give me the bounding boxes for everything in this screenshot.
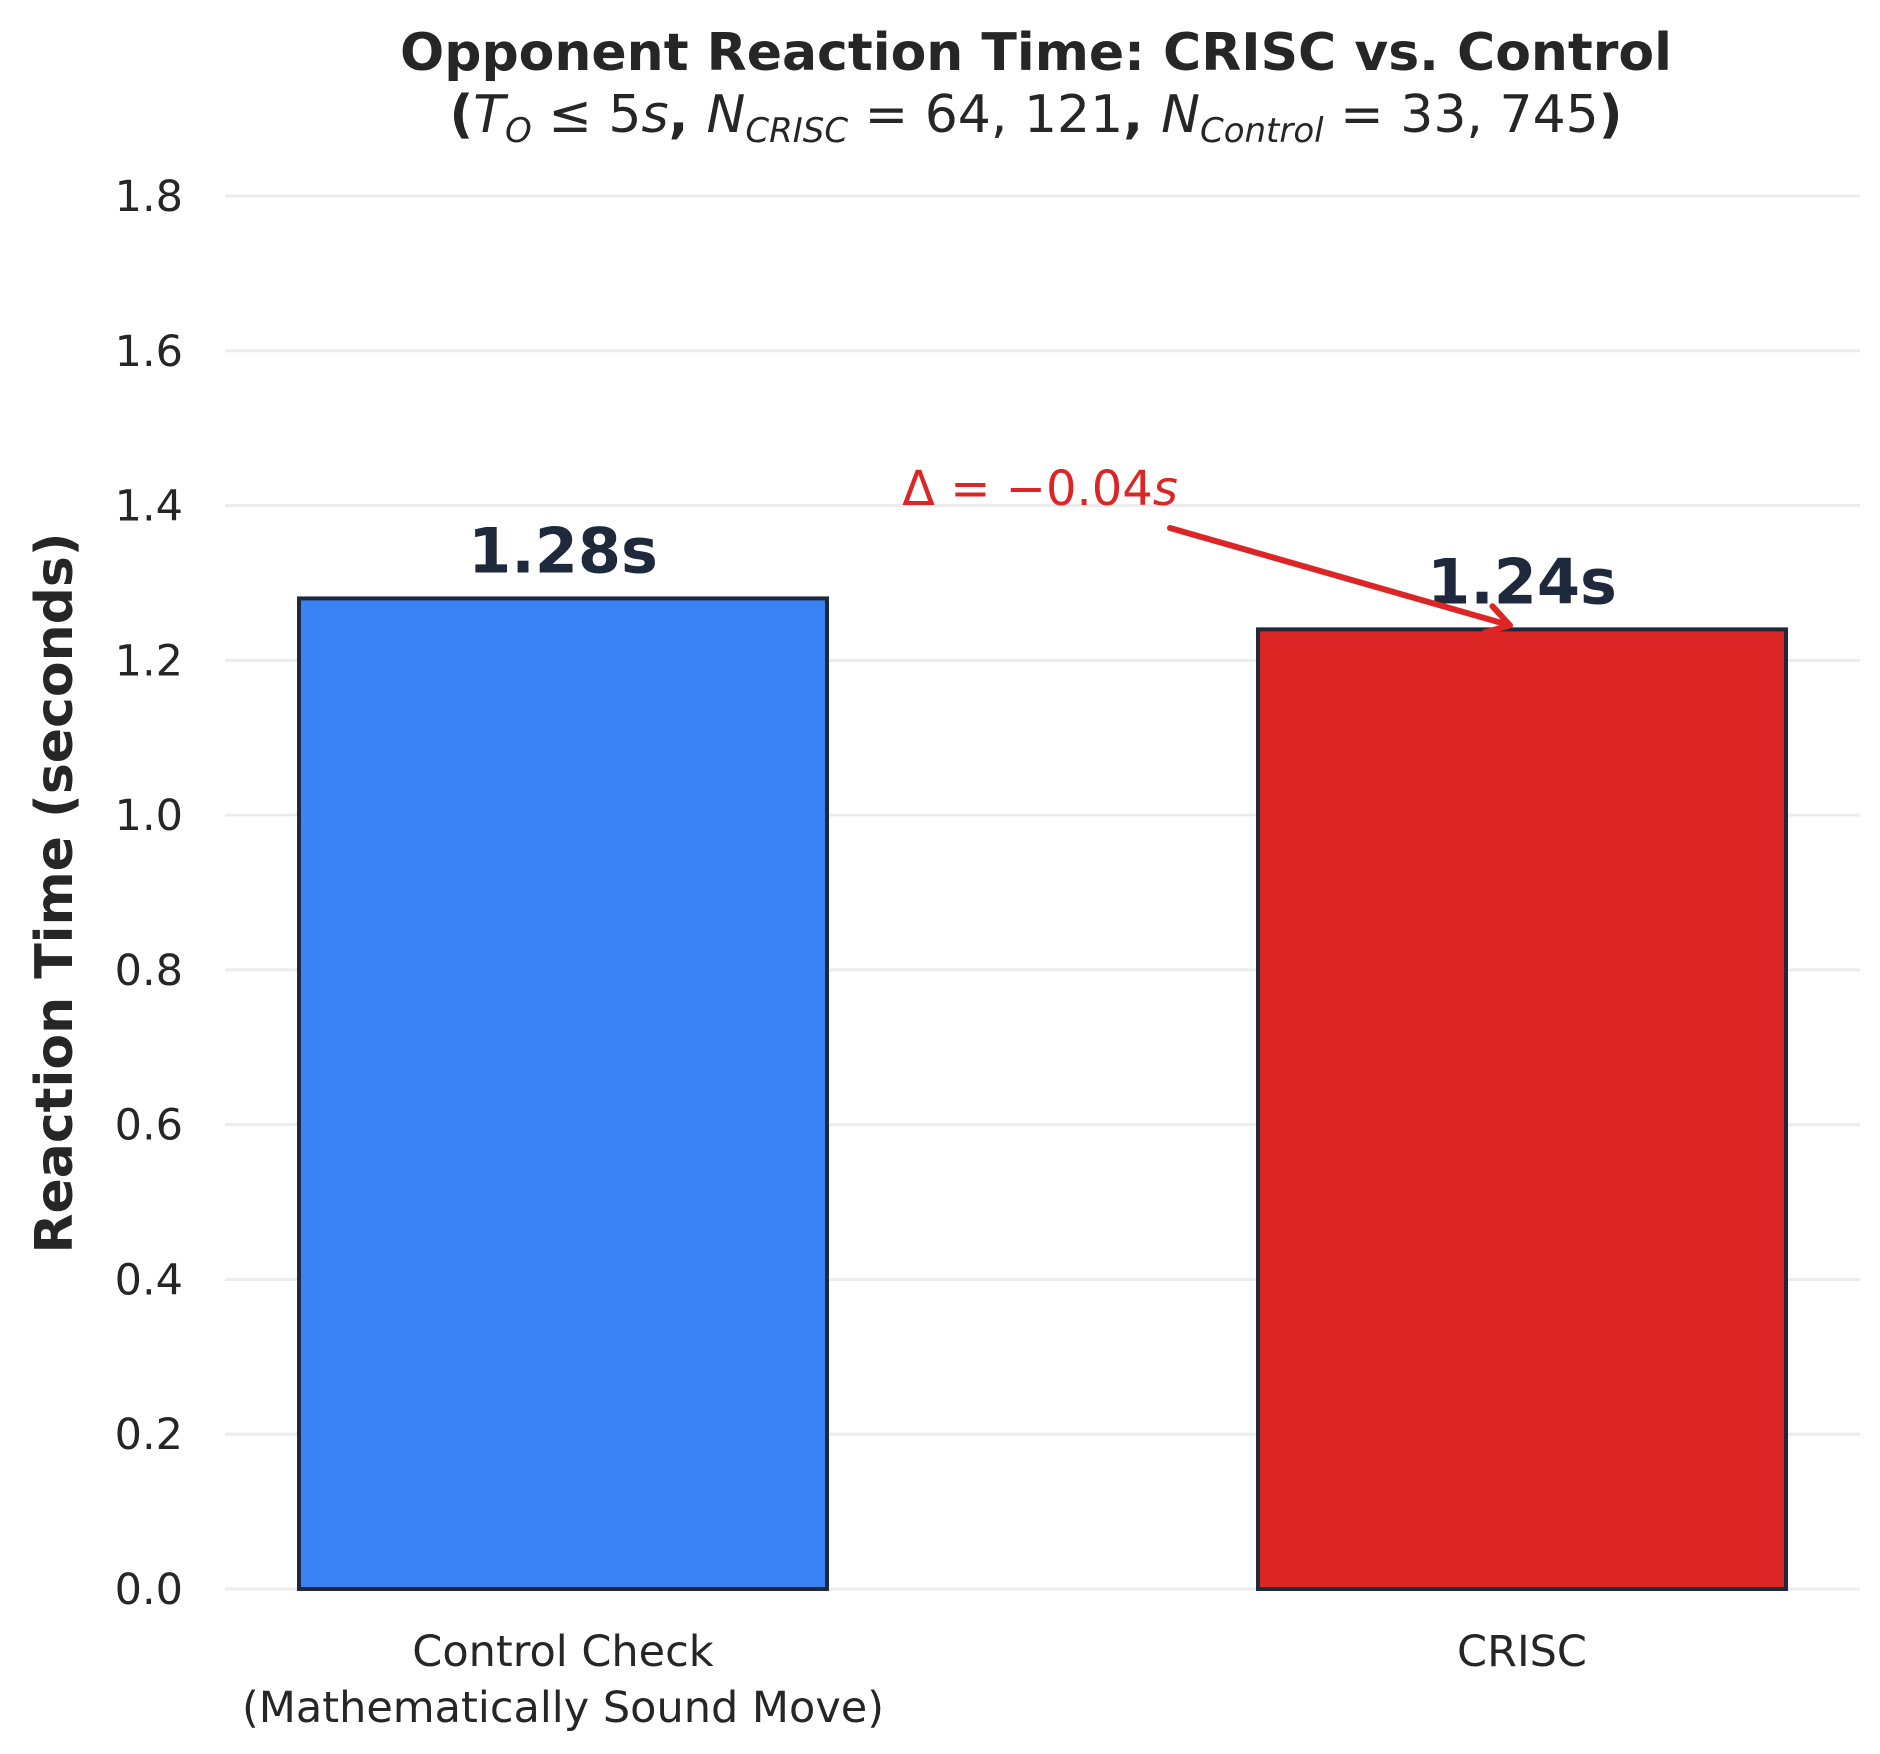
y-tick-label: 1.6 — [115, 327, 183, 377]
y-tick-label: 0.2 — [115, 1410, 183, 1460]
y-tick-label: 1.0 — [115, 791, 183, 841]
x-category-label: (Mathematically Sound Move) — [242, 1683, 884, 1733]
y-tick-labels: 0.0 0.2 0.4 0.6 0.8 1.0 1.2 1.4 1.6 1.8 — [115, 172, 183, 1615]
y-tick-label: 0.8 — [115, 946, 183, 996]
x-category-label: CRISC — [1457, 1627, 1587, 1677]
y-tick-label: 0.6 — [115, 1101, 183, 1151]
y-axis-label: Reaction Time (seconds) — [25, 532, 85, 1253]
y-tick-label: 1.2 — [115, 636, 183, 686]
bars: 1.28s 1.24s — [297, 514, 1788, 1591]
y-tick-label: 1.4 — [115, 482, 183, 532]
bar-1 — [1256, 627, 1788, 1591]
x-category-labels: Control Check (Mathematically Sound Move)… — [242, 1627, 1587, 1733]
delta-annotation-text: Δ = −0.04s — [902, 461, 1178, 517]
delta-annotation: Δ = −0.04s — [902, 461, 1513, 636]
y-tick-label: 0.4 — [115, 1255, 183, 1305]
chart-title: Opponent Reaction Time: CRISC vs. Contro… — [400, 23, 1672, 83]
bar-0 — [297, 596, 829, 1591]
value-label-1: 1.24s — [1427, 545, 1617, 618]
chart-subtitle: (TO ≤ 5s, NCRISC = 64, 121, NControl = 3… — [450, 85, 1623, 151]
y-tick-label: 1.8 — [115, 172, 183, 222]
delta-annotation-arrow — [1167, 525, 1513, 636]
x-category-label: Control Check — [412, 1627, 713, 1677]
value-label-0: 1.28s — [468, 514, 658, 587]
y-tick-label: 0.0 — [115, 1565, 183, 1615]
